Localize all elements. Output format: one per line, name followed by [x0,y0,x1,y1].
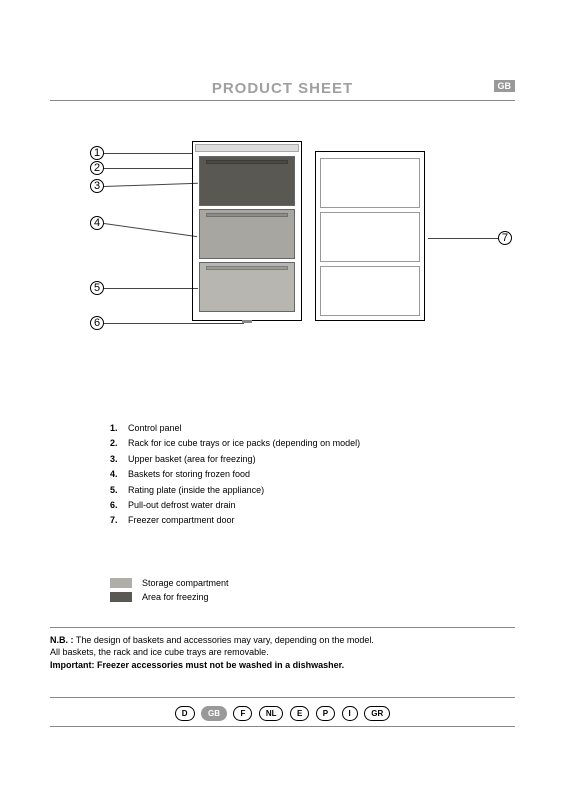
list-item: 5.Rating plate (inside the appliance) [110,483,515,497]
legend-label: Area for freezing [142,592,209,602]
item-number: 4. [110,467,128,481]
item-text: Upper basket (area for freezing) [128,452,515,466]
legend-label: Storage compartment [142,578,229,588]
item-text: Freezer compartment door [128,513,515,527]
list-item: 3.Upper basket (area for freezing) [110,452,515,466]
callout-5: 5 [90,281,198,295]
callout-line [104,323,244,324]
item-number: 6. [110,498,128,512]
door-shelf [320,212,420,262]
callout-7: 7 [428,231,512,245]
lang-badge-f[interactable]: F [233,706,252,721]
item-text: Rack for ice cube trays or ice packs (de… [128,436,515,450]
callout-line [104,153,192,154]
callout-number: 4 [90,216,104,230]
lang-badge-e[interactable]: E [290,706,309,721]
list-item: 7.Freezer compartment door [110,513,515,527]
legend-row: Storage compartment [110,578,515,588]
door-shelf [320,266,420,316]
legend-swatch [110,592,132,602]
footer-languages: D GB F NL E P I GR [50,697,515,727]
lang-badge-nl[interactable]: NL [259,706,284,721]
callout-3: 3 [90,179,198,193]
item-number: 1. [110,421,128,435]
lang-badge-gb[interactable]: GB [201,706,227,721]
control-panel [195,144,299,152]
item-number: 2. [110,436,128,450]
note-line: N.B. : The design of baskets and accesso… [50,634,515,647]
callout-number: 3 [90,179,104,193]
parts-list: 1.Control panel 2.Rack for ice cube tray… [110,421,515,528]
legend: Storage compartment Area for freezing [110,578,515,602]
callout-line [428,238,498,239]
item-text: Pull-out defrost water drain [128,498,515,512]
lang-badge-d[interactable]: D [175,706,195,721]
callout-number: 6 [90,316,104,330]
notes: N.B. : The design of baskets and accesso… [50,627,515,672]
freezer-door [315,151,425,321]
drawer-handle [206,160,288,164]
item-text: Rating plate (inside the appliance) [128,483,515,497]
callout-line [104,168,192,169]
legend-row: Area for freezing [110,592,515,602]
list-item: 1.Control panel [110,421,515,435]
freezer-closed [192,141,302,321]
item-text: Baskets for storing frozen food [128,467,515,481]
drawer-middle [199,209,295,259]
page: PRODUCT SHEET GB 1 2 3 4 5 6 [0,0,565,757]
item-number: 7. [110,513,128,527]
callout-number: 2 [90,161,104,175]
drawer-handle [206,266,288,270]
item-text: Control panel [128,421,515,435]
drawer-handle [206,213,288,217]
page-title: PRODUCT SHEET [50,80,515,97]
callout-4: 4 [90,216,198,230]
list-item: 2.Rack for ice cube trays or ice packs (… [110,436,515,450]
lang-badge-gr[interactable]: GR [364,706,390,721]
item-number: 5. [110,483,128,497]
callout-line [104,288,198,289]
note-important: Important: Freezer accessories must not … [50,659,515,672]
callout-number: 5 [90,281,104,295]
callout-line [104,182,198,186]
drawer-upper [199,156,295,206]
language-badge: GB [494,80,516,92]
header: PRODUCT SHEET GB [50,80,515,101]
callout-line [104,223,197,237]
callout-2: 2 [90,161,192,175]
legend-swatch [110,578,132,588]
product-diagram: 1 2 3 4 5 6 [100,141,515,371]
list-item: 4.Baskets for storing frozen food [110,467,515,481]
defrost-drain [242,320,252,323]
lang-badge-i[interactable]: I [342,706,358,721]
note-text: The design of baskets and accessories ma… [74,635,374,645]
drawer-lower [199,262,295,312]
callout-1: 1 [90,146,192,160]
note-line: All baskets, the rack and ice cube trays… [50,646,515,659]
lang-badge-p[interactable]: P [316,706,335,721]
list-item: 6.Pull-out defrost water drain [110,498,515,512]
nb-label: N.B. : [50,635,74,645]
callout-number: 7 [498,231,512,245]
callout-number: 1 [90,146,104,160]
door-shelf [320,158,420,208]
item-number: 3. [110,452,128,466]
